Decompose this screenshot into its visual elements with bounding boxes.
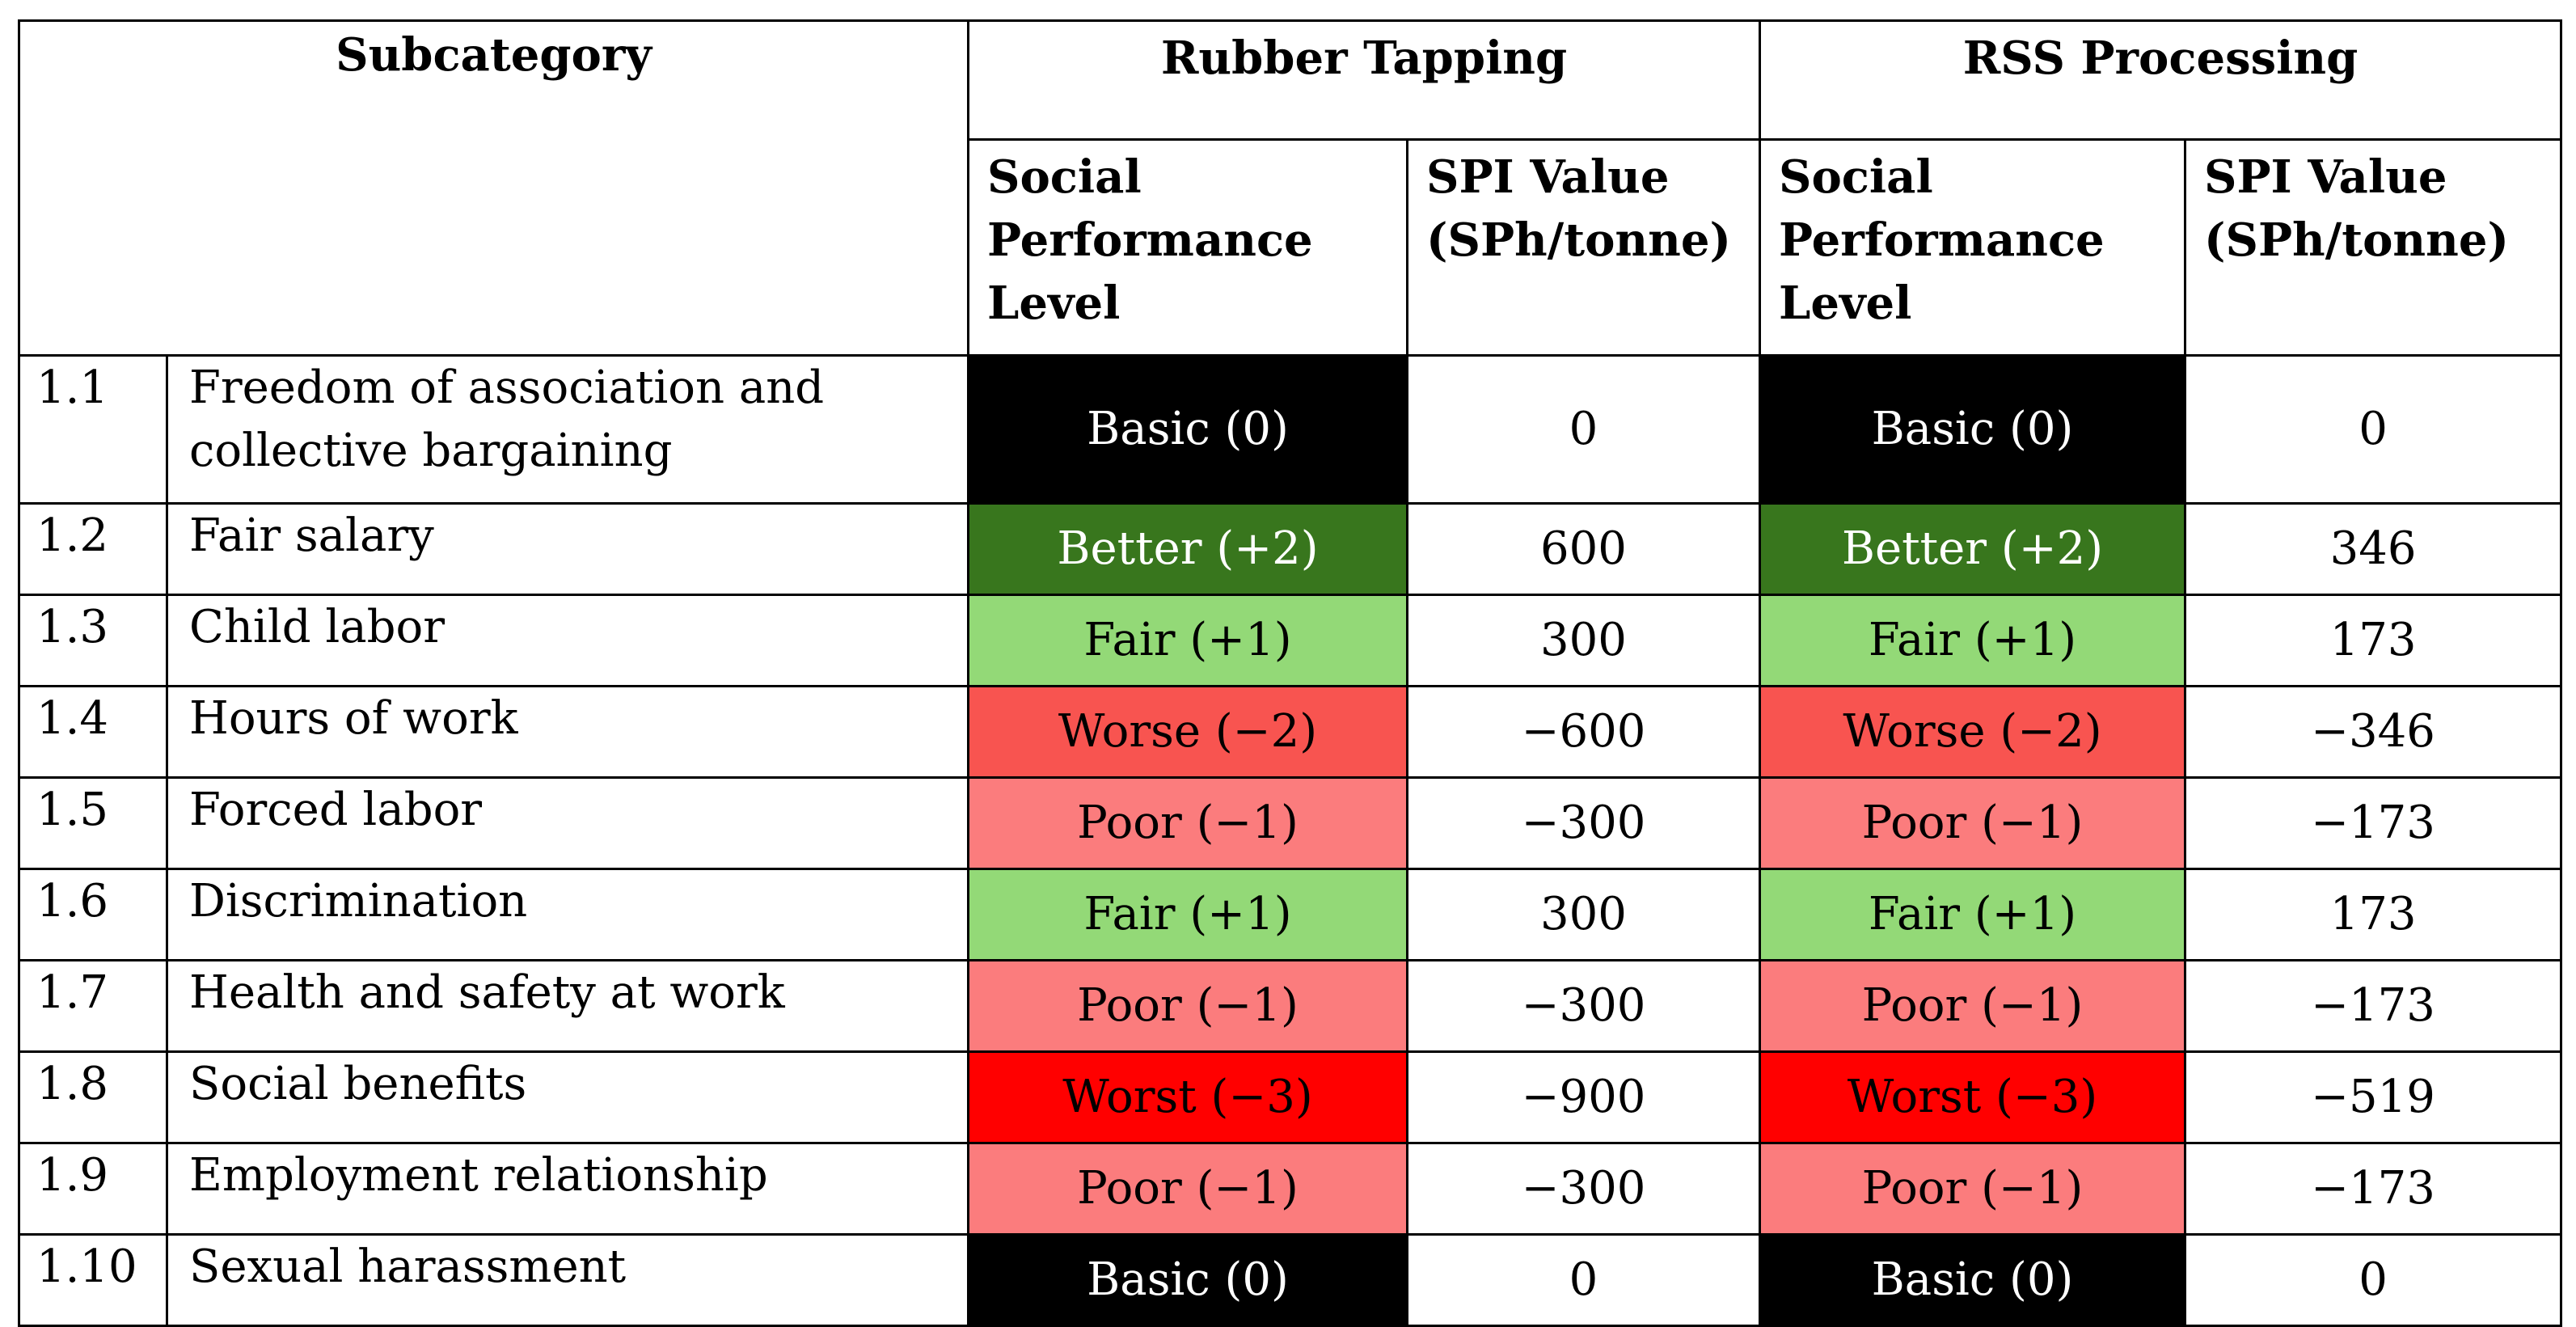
rt-performance-level: Worst (−3)	[967, 1050, 1408, 1144]
subcategory-number: 1.1	[18, 354, 168, 505]
table-row: 1.1 Freedom of association and collective…	[18, 354, 2563, 505]
table-row: 1.4 Hours of work Worse (−2) −600 Worse (−2)…	[18, 685, 2563, 779]
header-rss-spi-value: SPI Value (SPh/tonne)	[2183, 138, 2563, 357]
table-row: 1.2 Fair salary Better (+2) 600 Better (+2) 3…	[18, 502, 2563, 596]
rss-spi-value: 346	[2183, 502, 2563, 596]
rss-spi-value: 0	[2183, 354, 2563, 505]
subcategory-name: Employment relationship	[166, 1142, 969, 1236]
subcategory-number: 1.9	[18, 1142, 168, 1236]
rss-performance-level: Poor (−1)	[1759, 776, 2186, 870]
rss-spi-value: 0	[2183, 1233, 2563, 1327]
rt-spi-value: 0	[1406, 354, 1761, 505]
rt-performance-level: Fair (+1)	[967, 594, 1408, 687]
rss-spi-value: −173	[2183, 1142, 2563, 1236]
rt-spi-value: 300	[1406, 868, 1761, 961]
rss-spi-value: −519	[2183, 1050, 2563, 1144]
rt-performance-level: Poor (−1)	[967, 1142, 1408, 1236]
table-row: 1.10 Sexual harassment Basic (0) 0 Basic (0)…	[18, 1233, 2563, 1327]
subcategory-number: 1.5	[18, 776, 168, 870]
header-subcategory: Subcategory	[18, 19, 969, 357]
subcategory-number: 1.7	[18, 959, 168, 1053]
rt-spi-value: 0	[1406, 1233, 1761, 1327]
rss-spi-value: 173	[2183, 594, 2563, 687]
subcategory-name: Social benefits	[166, 1050, 969, 1144]
rt-spi-value: −300	[1406, 1142, 1761, 1236]
rt-spi-value: −600	[1406, 685, 1761, 779]
table-row: 1.9 Employment relationship Poor (−1) −300 P…	[18, 1142, 2563, 1236]
rss-spi-value: −173	[2183, 959, 2563, 1053]
rt-spi-value: 300	[1406, 594, 1761, 687]
rss-performance-level: Fair (+1)	[1759, 594, 2186, 687]
rss-performance-level: Poor (−1)	[1759, 1142, 2186, 1236]
table-row: 1.7 Health and safety at work Poor (−1) −30…	[18, 959, 2563, 1053]
subcategory-number: 1.8	[18, 1050, 168, 1144]
rss-performance-level: Poor (−1)	[1759, 959, 2186, 1053]
rt-performance-level: Poor (−1)	[967, 776, 1408, 870]
header-rss-processing: RSS Processing	[1758, 19, 2563, 141]
rss-spi-value: −346	[2183, 685, 2563, 779]
subcategory-name: Child labor	[166, 594, 969, 687]
table-row: 1.6 Discrimination Fair (+1) 300 Fair (+1) 17…	[18, 868, 2563, 961]
subcategory-name: Hours of work	[166, 685, 969, 779]
subcategory-name: Fair salary	[166, 502, 969, 596]
rss-performance-level: Fair (+1)	[1759, 868, 2186, 961]
header-rss-social-performance-level: Social Performance Level	[1759, 138, 2186, 357]
rt-spi-value: −900	[1406, 1050, 1761, 1144]
header-row-groups: Subcategory Rubber Tapping RSS Processin…	[18, 19, 2563, 357]
header-row-metrics: Social Performance Level SPI Value (SPh/…	[19, 138, 2563, 357]
social-performance-table: Subcategory Rubber Tapping RSS Processin…	[18, 19, 2563, 1327]
table-body: 1.1 Freedom of association and collective…	[18, 354, 2563, 1327]
rt-spi-value: −300	[1406, 776, 1761, 870]
table-row: 1.3 Child labor Fair (+1) 300 Fair (+1) 173	[18, 594, 2563, 687]
subcategory-name: Freedom of association and collective ba…	[166, 354, 969, 505]
table-row: 1.5 Forced labor Poor (−1) −300 Poor (−1) −17…	[18, 776, 2563, 870]
rt-performance-level: Better (+2)	[967, 502, 1408, 596]
rss-spi-value: 173	[2183, 868, 2563, 961]
rss-performance-level: Worst (−3)	[1759, 1050, 2186, 1144]
header-rubber-tapping: Rubber Tapping	[967, 19, 1761, 141]
subcategory-number: 1.2	[18, 502, 168, 596]
rt-performance-level: Poor (−1)	[967, 959, 1408, 1053]
rss-spi-value: −173	[2183, 776, 2563, 870]
rss-performance-level: Better (+2)	[1759, 502, 2186, 596]
subcategory-name: Health and safety at work	[166, 959, 969, 1053]
subcategory-number: 1.10	[18, 1233, 168, 1327]
header-rt-social-performance-level: Social Performance Level	[967, 138, 1408, 357]
subcategory-number: 1.6	[18, 868, 168, 961]
rt-spi-value: 600	[1406, 502, 1761, 596]
subcategory-number: 1.3	[18, 594, 168, 687]
header-rt-spi-value: SPI Value (SPh/tonne)	[1406, 138, 1761, 357]
rss-performance-level: Basic (0)	[1759, 354, 2186, 505]
rt-performance-level: Worse (−2)	[967, 685, 1408, 779]
rt-performance-level: Basic (0)	[967, 354, 1408, 505]
subcategory-name: Sexual harassment	[166, 1233, 969, 1327]
rt-performance-level: Fair (+1)	[967, 868, 1408, 961]
table-row: 1.8 Social benefits Worst (−3) −900 Worst (−…	[18, 1050, 2563, 1144]
subcategory-name: Discrimination	[166, 868, 969, 961]
rt-performance-level: Basic (0)	[967, 1233, 1408, 1327]
rt-spi-value: −300	[1406, 959, 1761, 1053]
subcategory-name: Forced labor	[166, 776, 969, 870]
rss-performance-level: Basic (0)	[1759, 1233, 2186, 1327]
subcategory-number: 1.4	[18, 685, 168, 779]
rss-performance-level: Worse (−2)	[1759, 685, 2186, 779]
